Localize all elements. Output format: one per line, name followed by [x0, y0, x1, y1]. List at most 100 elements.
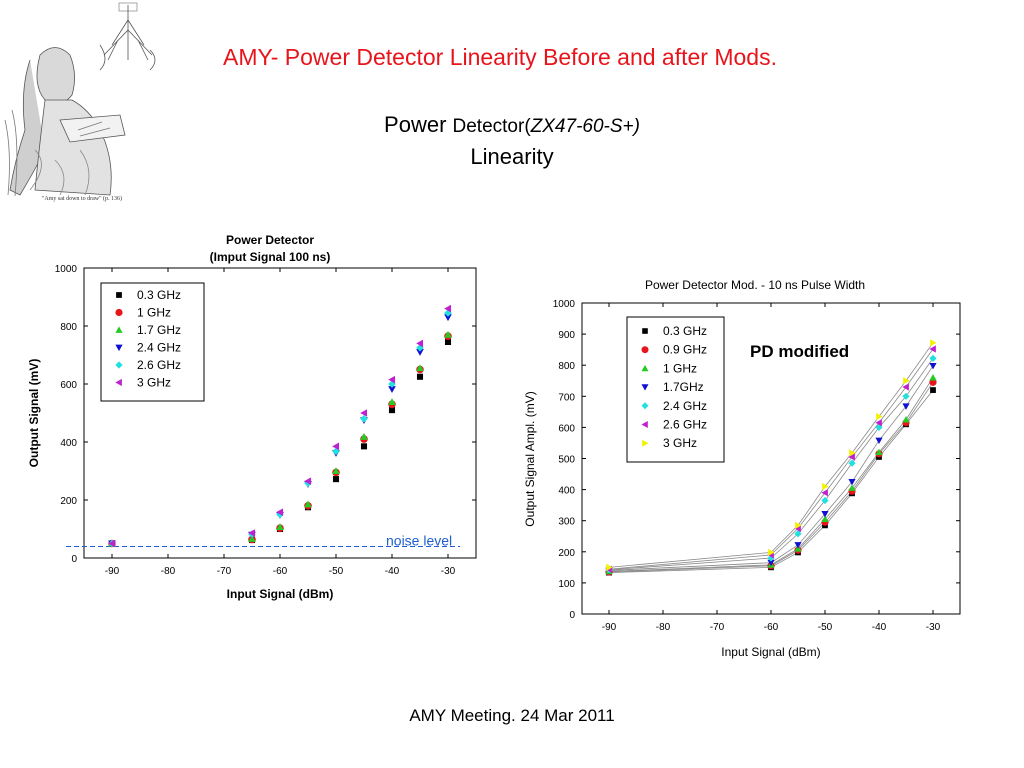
y-tick-label: 400: [60, 438, 77, 449]
chart2-ylabel: Output Signal Ampl. (mV): [523, 391, 537, 526]
data-point: [444, 330, 452, 338]
data-point: [794, 524, 801, 533]
y-tick-label: 0: [71, 554, 77, 565]
legend-label: 0.3 GHz: [137, 288, 181, 302]
subtitle-detector: Detector(: [452, 116, 531, 137]
legend-label: 1 GHz: [663, 361, 697, 375]
data-point: [822, 482, 829, 491]
data-point: [332, 442, 340, 451]
legend-label: 3 GHz: [137, 376, 171, 390]
legend-marker: [115, 308, 123, 317]
legend-marker: [115, 326, 123, 333]
y-tick-label: 500: [558, 455, 575, 466]
data-point: [930, 339, 937, 347]
data-point: [821, 510, 829, 518]
x-tick-label: -50: [818, 622, 833, 633]
legend-marker: [115, 344, 123, 352]
data-point: [821, 515, 829, 523]
slide-title: AMY- Power Detector Linearity Before and…: [223, 44, 777, 70]
x-tick-label: -50: [329, 566, 344, 577]
legend-marker: [641, 346, 649, 354]
data-point: [416, 373, 424, 380]
data-point: [848, 478, 856, 486]
y-tick-label: 300: [558, 517, 575, 528]
data-point: [360, 432, 368, 440]
legend-marker: [116, 292, 122, 298]
y-tick-label: 400: [558, 486, 575, 497]
x-tick-label: -40: [385, 566, 400, 577]
y-tick-label: 200: [558, 548, 575, 559]
y-tick-label: 1000: [553, 299, 576, 310]
chart-power-detector-mod: Power Detector Mod. - 10 ns Pulse Width …: [523, 278, 961, 659]
data-point: [276, 523, 284, 531]
data-point: [848, 453, 855, 461]
series-line: [608, 358, 934, 571]
data-point: [444, 338, 452, 345]
chart1-title: Power Detector: [226, 233, 314, 247]
x-tick-label: -80: [161, 566, 176, 577]
data-point: [929, 362, 937, 370]
data-point: [794, 530, 802, 538]
legend-label: 0.3 GHz: [663, 324, 707, 338]
x-tick-label: -90: [602, 622, 617, 633]
legend-marker: [115, 361, 123, 369]
pd-modified-label: PD modified: [750, 342, 849, 361]
legend-marker: [642, 328, 648, 334]
data-point: [768, 548, 775, 557]
chart2-title: Power Detector Mod. - 10 ns Pulse Width: [645, 278, 865, 292]
legend-marker: [641, 402, 649, 410]
series-line: [608, 342, 934, 568]
series-line: [608, 348, 934, 570]
subtitle-model: ZX47-60-S+): [530, 116, 640, 137]
x-tick-label: -30: [441, 566, 456, 577]
legend-label: 3 GHz: [663, 436, 697, 450]
series-line: [608, 389, 934, 574]
legend-marker: [642, 439, 649, 447]
data-point: [794, 542, 802, 549]
data-point: [767, 559, 775, 567]
x-tick-label: -60: [273, 566, 288, 577]
legend-label: 2.4 GHz: [663, 399, 707, 413]
chart-power-detector: Power Detector (Imput Signal 100 ns) -90…: [27, 233, 477, 601]
x-tick-label: -70: [217, 566, 232, 577]
series-line: [608, 365, 934, 571]
girl-drawing-illustration: "Amy sat down to draw" (p. 136): [0, 0, 165, 210]
y-tick-label: 800: [60, 322, 77, 333]
series-line: [608, 377, 934, 572]
legend-label: 2.6 GHz: [663, 418, 707, 432]
legend-label: 1 GHz: [137, 306, 171, 320]
data-point: [332, 467, 340, 475]
x-tick-label: -40: [872, 622, 887, 633]
legend-label: 2.4 GHz: [137, 341, 181, 355]
data-point: [332, 447, 340, 456]
data-point: [388, 375, 396, 384]
data-point: [929, 354, 937, 362]
y-tick-label: 600: [558, 423, 575, 434]
data-point: [304, 477, 312, 485]
data-point: [902, 392, 910, 400]
y-tick-label: 0: [569, 610, 575, 621]
data-point: [416, 339, 424, 348]
data-point: [332, 476, 340, 483]
data-point: [606, 563, 613, 571]
series-line: [608, 382, 934, 573]
x-tick-label: -60: [764, 622, 779, 633]
y-tick-label: 900: [558, 330, 575, 341]
data-point: [360, 443, 368, 450]
y-tick-label: 800: [558, 361, 575, 372]
data-point: [902, 403, 910, 410]
data-point: [875, 437, 883, 445]
data-point: [902, 383, 909, 391]
data-point: [444, 304, 452, 313]
chart1-subtitle: (Imput Signal 100 ns): [210, 250, 331, 264]
y-tick-label: 1000: [55, 264, 78, 275]
data-point: [929, 345, 936, 353]
slide-subtitle: Power Detector(ZX47-60-S+) Linearity: [212, 110, 812, 172]
y-tick-label: 700: [558, 392, 575, 403]
illustration-caption: "Amy sat down to draw" (p. 136): [42, 195, 122, 202]
chart1-ylabel: Output Signal (mV): [27, 359, 41, 468]
subtitle-power: Power: [384, 112, 447, 137]
chart2-legend-box: [626, 316, 725, 463]
x-tick-label: -90: [105, 566, 120, 577]
data-point: [276, 508, 284, 516]
